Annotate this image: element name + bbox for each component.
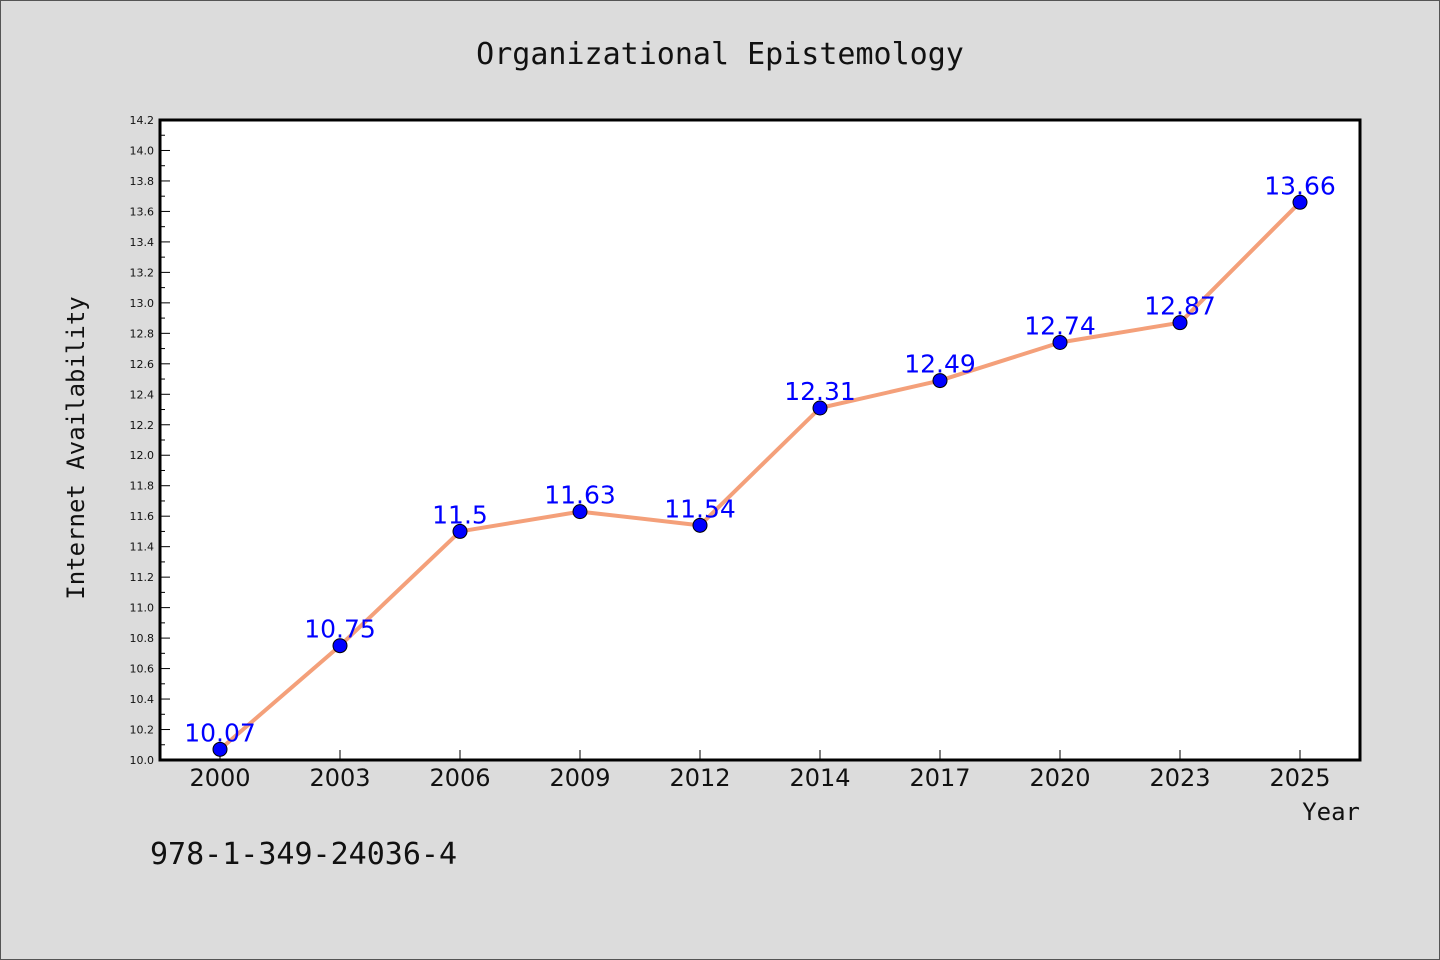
data-point (932, 373, 948, 389)
data-label: 11.54 (664, 494, 736, 523)
y-tick-label: 10.4 (130, 693, 155, 706)
x-tick-label: 2009 (549, 764, 610, 792)
y-tick-label: 12.8 (130, 327, 155, 340)
data-label: 11.5 (432, 500, 488, 529)
y-tick-label: 11.2 (130, 571, 155, 584)
data-label: 10.75 (304, 615, 376, 644)
x-axis-label: Year (1302, 798, 1360, 826)
footnote-text: 978-1-349-24036-4 (150, 837, 457, 872)
data-point (212, 741, 228, 757)
y-tick-label: 12.0 (130, 449, 155, 462)
data-point (1052, 334, 1068, 350)
data-point (812, 400, 828, 416)
y-tick-label: 10.6 (130, 663, 155, 676)
y-axis-label: Internet Availability (62, 296, 90, 599)
y-tick-label: 10.2 (130, 724, 155, 737)
data-label: 12.31 (784, 377, 856, 406)
data-label: 12.74 (1024, 311, 1096, 340)
y-tick-label: 10.0 (130, 754, 155, 767)
series-line (218, 200, 1302, 751)
x-tick-label: 2017 (909, 764, 970, 792)
data-label: 10.07 (184, 718, 256, 747)
y-tick-label: 12.4 (130, 388, 155, 401)
y-tick-label: 13.2 (130, 266, 155, 279)
y-tick-label: 13.8 (130, 175, 155, 188)
y-tick-label: 11.4 (130, 541, 155, 554)
y-tick-label: 13.4 (130, 236, 155, 249)
y-tick-label: 12.6 (130, 358, 155, 371)
data-label: 13.66 (1264, 171, 1336, 200)
x-tick-label: 2020 (1029, 764, 1090, 792)
chart-title: Organizational Epistemology (476, 37, 964, 72)
y-tick-label: 12.2 (130, 419, 155, 432)
y-tick-label: 11.0 (130, 602, 155, 615)
y-tick-label: 11.6 (130, 510, 155, 523)
data-point (572, 504, 588, 520)
x-tick-label: 2025 (1269, 764, 1330, 792)
x-tick-label: 2003 (309, 764, 370, 792)
x-axis: 2000 2003 2006 2009 2012 2014 2017 2020 2023 2025 (189, 750, 1331, 792)
y-tick-label: 10.8 (130, 632, 155, 645)
x-tick-label: 2012 (669, 764, 730, 792)
y-tick-label: 13.0 (130, 297, 155, 310)
data-label: 11.63 (544, 481, 616, 510)
data-point (1172, 315, 1188, 331)
data-point (692, 517, 708, 533)
data-point (1292, 194, 1308, 210)
data-label: 12.49 (904, 350, 976, 379)
data-point (332, 638, 348, 654)
y-tick-label: 14.2 (130, 114, 155, 127)
plot-area (158, 118, 1362, 762)
x-tick-label: 2023 (1149, 764, 1210, 792)
y-axis: 10.0 10.2 10.4 10.6 10.8 11.0 11.2 11.4 11.6 11.8… (130, 114, 170, 767)
y-tick-label: 11.8 (130, 480, 155, 493)
data-label: 12.87 (1144, 292, 1216, 321)
data-point (452, 523, 468, 539)
y-tick-label: 13.6 (130, 205, 155, 218)
x-tick-label: 2000 (189, 764, 250, 792)
x-tick-label: 2006 (429, 764, 490, 792)
series-group: 10.07 10.75 11.5 11.63 11.54 12.31 12.49 12.74 1… (184, 171, 1336, 757)
x-tick-label: 2014 (789, 764, 850, 792)
y-tick-label: 14.0 (130, 144, 155, 157)
